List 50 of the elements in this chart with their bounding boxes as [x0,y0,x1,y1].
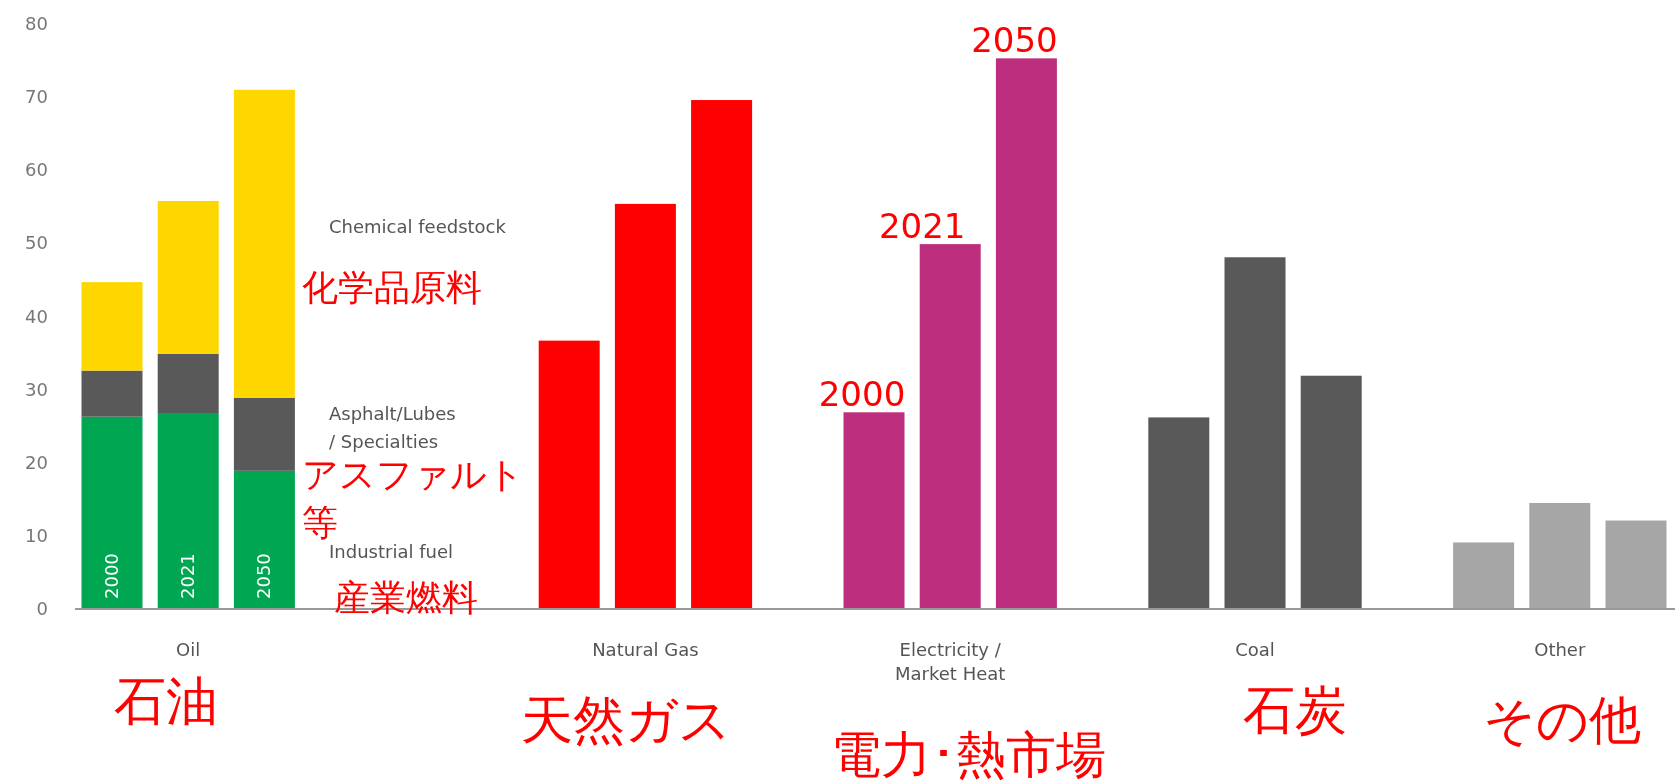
bar [538,340,600,609]
bar [691,100,753,609]
series-label: Chemical feedstock [329,216,507,237]
annotation: 産業燃料 [334,577,478,618]
y-tick-label: 10 [25,524,48,546]
annotation: 2000 [101,553,122,599]
series-label: Industrial fuel [329,541,453,562]
y-tick-label: 80 [25,13,48,34]
bar [1453,542,1515,609]
series-label: Asphalt/Lubes / Specialties [329,403,456,452]
x-tick-label: Natural Gas [592,639,699,660]
annotation: 2000 [818,374,906,415]
annotation: 2050 [253,553,275,599]
bar [81,282,143,371]
x-tick-label: Oil [176,639,201,660]
y-tick-label: 30 [25,378,48,400]
y-tick-label: 20 [25,451,48,473]
y-tick-label: 0 [36,598,48,619]
bar [81,370,143,417]
bar [1529,502,1591,609]
text: 天然ガス [521,690,731,750]
y-tick-label: 40 [25,305,48,327]
bar [614,203,676,609]
y-tick-label: 70 [25,86,48,108]
annotation: 等 [302,502,338,543]
x-tick-label: Other [1534,639,1586,660]
bar [919,244,981,609]
bar [233,470,295,609]
annotation: 2021 [878,206,966,247]
text: 石油 [114,671,218,731]
text: 石炭 [1243,680,1347,740]
annotation: 2050 [971,20,1058,61]
text: その他 [1483,690,1641,750]
x-tick-label: Coal [1235,639,1275,660]
bar [157,353,219,414]
bar [233,89,295,398]
text: 電力･熱市場 [830,726,1106,782]
y-tick-label: 60 [25,159,48,181]
bar [843,412,905,609]
bar [81,416,143,609]
x-tick-label: Electricity / Market Heat [895,639,1006,684]
bar [233,397,295,471]
annotation: アスファルト [302,454,524,495]
bar [995,58,1057,609]
bar [1605,520,1667,609]
annotation: 2021 [177,553,199,599]
bar [157,413,219,609]
y-tick-label: 50 [25,232,48,254]
annotation: 化学品原料 [302,267,482,308]
bar [157,200,219,354]
